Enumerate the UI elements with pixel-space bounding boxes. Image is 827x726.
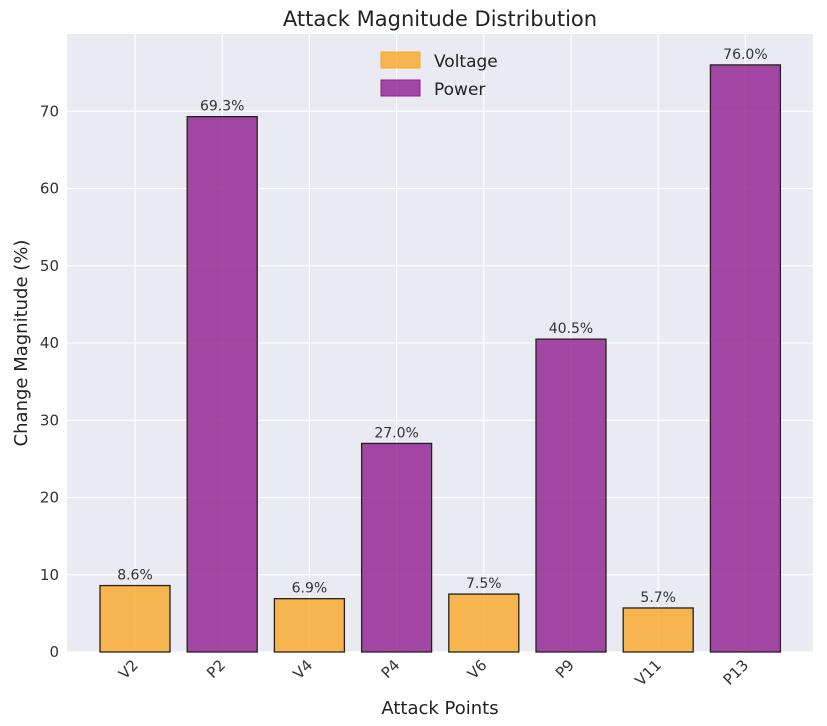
data-label: 6.9% <box>292 581 328 597</box>
chart-title: Attack Magnitude Distribution <box>283 7 597 31</box>
legend-label-voltage: Voltage <box>434 52 498 72</box>
bar-p4 <box>360 442 433 653</box>
x-tick-label: V4 <box>289 656 316 683</box>
bar-p9 <box>535 338 607 653</box>
bar-p13 <box>709 64 782 653</box>
data-label: 5.7% <box>640 590 676 606</box>
bar-p2 <box>186 116 258 653</box>
data-labels: 8.6% 69.3% 6.9% 27.0% 7.5% 40.5% 5.7% 76.0% <box>117 47 767 606</box>
x-tick-label: V11 <box>632 656 665 689</box>
y-axis-label: Change Magnitude (%) <box>11 240 32 447</box>
x-tick-label: P2 <box>203 656 229 682</box>
y-tick-label: 70 <box>40 102 59 120</box>
data-label: 76.0% <box>723 47 767 63</box>
bar-v2 <box>99 584 171 653</box>
bars <box>99 64 782 653</box>
y-tick-label: 10 <box>40 566 59 584</box>
legend: Voltage Power <box>380 51 498 100</box>
y-tick-label: 30 <box>40 411 59 429</box>
y-tick-label: 20 <box>40 489 59 507</box>
legend-swatch-power <box>380 79 421 97</box>
y-tick-label: 0 <box>49 643 59 661</box>
x-tick-label: V2 <box>115 656 142 683</box>
x-tick-label: V6 <box>464 656 491 683</box>
bar-v11 <box>622 607 694 653</box>
data-label: 69.3% <box>200 99 244 115</box>
legend-label-power: Power <box>434 80 485 100</box>
legend-swatch-voltage <box>380 51 421 69</box>
x-tick-label: P13 <box>720 656 753 689</box>
bar-v6 <box>448 593 520 653</box>
x-tick-label: P9 <box>552 656 578 682</box>
data-label: 40.5% <box>549 321 593 337</box>
data-label: 7.5% <box>466 576 502 592</box>
data-label: 8.6% <box>117 568 153 584</box>
data-label: 27.0% <box>374 425 418 441</box>
y-tick-label: 40 <box>40 334 59 352</box>
y-tick-label: 60 <box>40 180 59 198</box>
x-tick-label: P4 <box>378 656 404 682</box>
y-tick-label: 50 <box>40 257 59 275</box>
x-axis-label: Attack Points <box>381 698 498 719</box>
bar-v4 <box>273 598 346 653</box>
